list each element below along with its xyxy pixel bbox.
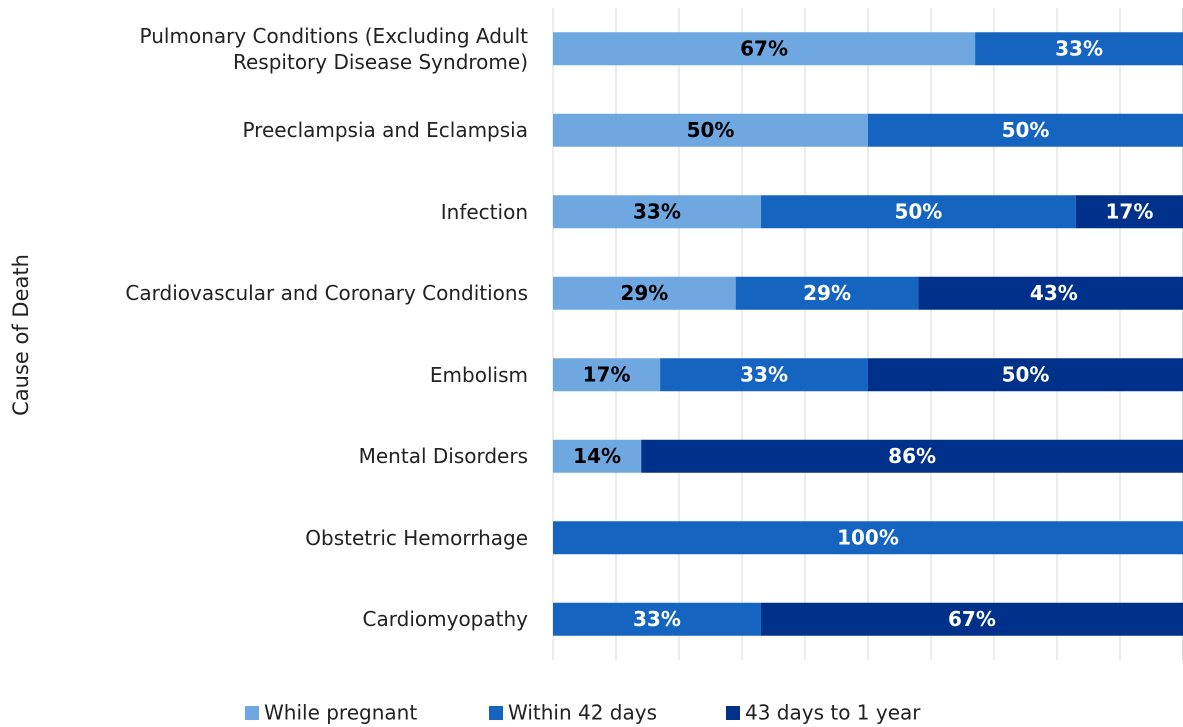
data-label: 43% xyxy=(1030,281,1078,305)
bar-segment xyxy=(918,276,1183,310)
bar-segment xyxy=(553,602,761,636)
data-label: 100% xyxy=(837,525,899,549)
bar-segment xyxy=(760,602,1183,636)
bar-segment xyxy=(553,358,661,392)
data-label: 50% xyxy=(687,118,735,142)
y-tick-label: Cardiovascular and Coronary Conditions xyxy=(125,281,528,306)
legend-label: Within 42 days xyxy=(508,701,657,725)
data-label: 67% xyxy=(948,607,996,631)
bar-segment xyxy=(975,32,1183,66)
bar-segment xyxy=(553,32,976,66)
data-label: 33% xyxy=(633,199,681,223)
bar-segment xyxy=(660,358,868,392)
legend-label: 43 days to 1 year xyxy=(745,701,921,725)
y-axis-title: Cause of Death xyxy=(9,254,33,416)
data-label: 67% xyxy=(740,36,788,60)
data-label: 33% xyxy=(1055,36,1103,60)
bar-segment xyxy=(735,276,919,310)
y-tick-label: Cardiomyopathy xyxy=(362,607,528,632)
bar-segment xyxy=(553,276,736,310)
data-label: 50% xyxy=(894,199,942,223)
bar-segment xyxy=(553,113,868,147)
data-label: 29% xyxy=(620,281,668,305)
bar-segment xyxy=(868,358,1183,392)
bar-segment xyxy=(868,113,1183,147)
data-label: 33% xyxy=(740,362,788,386)
bar-segment xyxy=(553,439,642,473)
data-label: 17% xyxy=(583,362,631,386)
bar-segment xyxy=(760,195,1076,229)
legend-swatch xyxy=(726,706,740,720)
bar-segment xyxy=(641,439,1183,473)
data-label: 17% xyxy=(1106,199,1154,223)
y-tick-label: Embolism xyxy=(429,362,528,387)
bar-segment xyxy=(1075,195,1183,229)
y-tick-label: Infection xyxy=(440,199,528,224)
bar-segment xyxy=(553,521,1183,555)
data-label: 33% xyxy=(633,607,681,631)
y-tick-label: Preeclampsia and Eclampsia xyxy=(242,118,528,143)
y-tick-label: Obstetric Hemorrhage xyxy=(305,525,528,550)
data-label: 50% xyxy=(1002,362,1050,386)
legend-swatch xyxy=(245,706,259,720)
data-label: 50% xyxy=(1002,118,1050,142)
legend-label: While pregnant xyxy=(264,701,417,725)
legend-swatch xyxy=(489,706,503,720)
data-label: 14% xyxy=(573,444,621,468)
data-label: 86% xyxy=(888,444,936,468)
y-tick-label: Pulmonary Conditions (Excluding Adult Re… xyxy=(139,23,528,74)
bar-segment xyxy=(553,195,761,229)
y-tick-label: Mental Disorders xyxy=(358,444,528,469)
data-label: 29% xyxy=(803,281,851,305)
